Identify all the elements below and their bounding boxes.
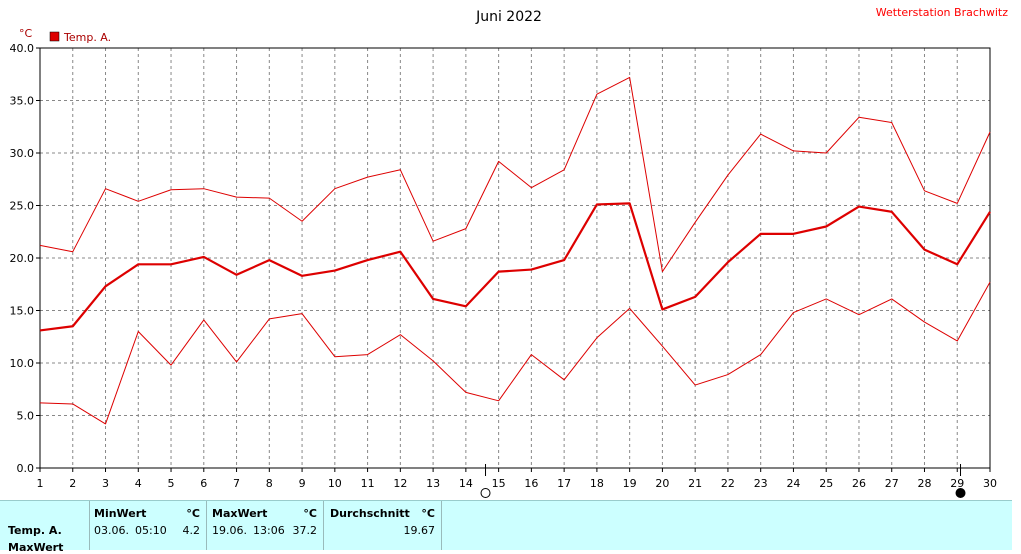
x-tick-label: 17 [557,477,571,490]
avg-value: 19.67 [403,524,436,537]
y-tick-label: 35.0 [10,95,35,108]
x-tick-label: 20 [655,477,669,490]
y-tick-label: 25.0 [10,200,35,213]
min-unit: °C [186,507,200,520]
series-line-min [39,281,991,425]
x-tick-label: 3 [102,477,109,490]
series-line-avg [39,202,991,332]
x-tick-label: 2 [69,477,76,490]
stats-row-label-2: MaxWert [8,541,64,554]
max-value: 37.2 [292,524,318,537]
x-tick-label: 26 [852,477,866,490]
min-date: 03.06. [94,524,129,537]
legend-swatch [49,31,60,42]
x-tick-label: 19 [623,477,637,490]
x-tick-label: 16 [524,477,538,490]
x-tick-label: 28 [917,477,931,490]
new-moon-icon [955,488,966,498]
station-name: Wetterstation Brachwitz [876,6,1008,19]
statistics-panel: Temp. A. MaxWert MinWert °C 03.06. 05:10… [0,500,1012,554]
x-tick-label: 25 [819,477,833,490]
stats-row-label: Temp. A. [8,524,62,537]
x-tick-label: 5 [168,477,175,490]
max-date: 19.06. [212,524,247,537]
min-value: 4.2 [182,524,201,537]
series-lines [39,76,991,425]
series-line-max [39,76,991,273]
y-tick-label: 15.0 [10,305,35,318]
x-tick-label: 14 [459,477,473,490]
max-header: MaxWert [212,507,268,520]
x-tick-label: 6 [200,477,207,490]
legend-label: Temp. A. [63,31,111,44]
max-time: 13:06 [253,524,285,537]
stats-row-label-cell: Temp. A. MaxWert [0,501,90,554]
x-tick-label: 30 [983,477,997,490]
min-time: 05:10 [135,524,167,537]
y-tick-label: 0.0 [17,462,35,475]
y-tick-label: 40.0 [10,42,35,55]
x-tick-label: 11 [361,477,375,490]
x-tick-label: 9 [299,477,306,490]
x-tick-label: 23 [754,477,768,490]
x-tick-label: 1 [37,477,44,490]
y-axis-unit: °C [19,27,33,40]
x-tick-label: 8 [266,477,273,490]
x-tick-label: 7 [233,477,240,490]
x-tick-label: 27 [885,477,899,490]
x-tick-label: 18 [590,477,604,490]
y-tick-label: 30.0 [10,147,35,160]
x-tick-label: 24 [786,477,800,490]
temperature-chart: 0.05.010.015.020.025.030.035.040.01 2 3 4 5 6… [10,6,1008,498]
average-cell: Durchschnitt °C 19.67 [324,501,442,550]
x-tick-label: 15 [492,477,506,490]
x-tick-label: 22 [721,477,735,490]
max-value-cell: MaxWert °C 19.06. 13:06 37.2 [207,501,324,550]
y-tick-label: 10.0 [10,357,35,370]
moon-phase-markers [480,464,966,498]
x-tick-label: 13 [426,477,440,490]
chart-title: Juni 2022 [475,9,542,25]
min-value-cell: MinWert °C 03.06. 05:10 4.2 [89,501,207,550]
x-tick-label: 29 [950,477,964,490]
grid-lines [40,48,990,468]
x-tick-label: 12 [393,477,407,490]
y-tick-label: 5.0 [17,410,35,423]
y-tick-label: 20.0 [10,252,35,265]
max-unit: °C [303,507,317,520]
x-tick-label: 10 [328,477,342,490]
full-moon-icon [480,488,491,498]
avg-header: Durchschnitt [330,507,410,520]
min-header: MinWert [94,507,147,520]
x-tick-label: 21 [688,477,702,490]
avg-unit: °C [421,507,435,520]
x-tick-label: 4 [135,477,142,490]
axis-ticks: 0.05.010.015.020.025.030.035.040.01 2 3 4 5 6… [10,42,998,490]
